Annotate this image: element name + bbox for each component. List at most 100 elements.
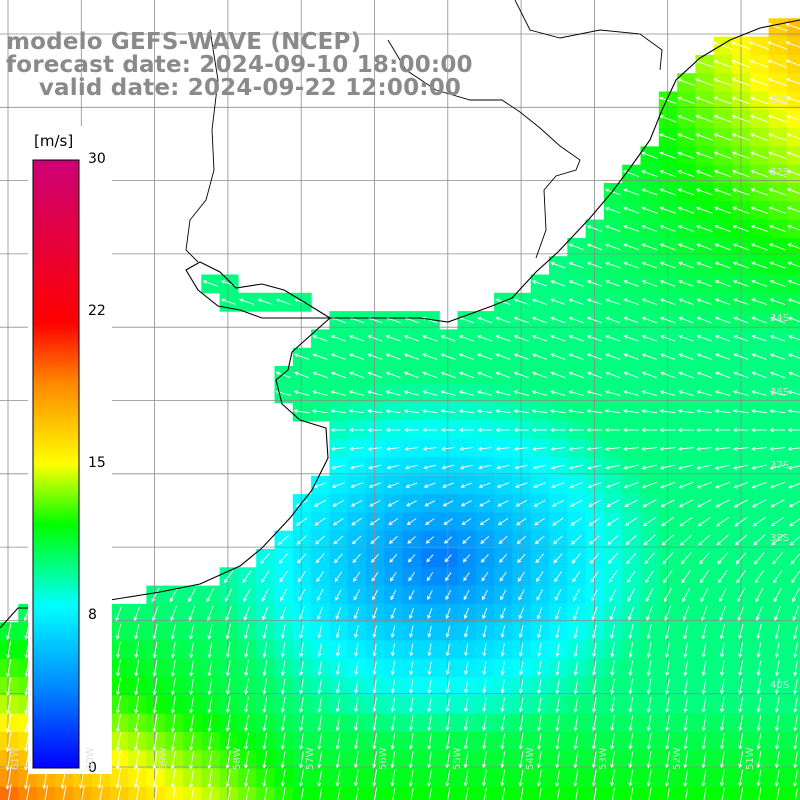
wind-arrow xyxy=(225,660,231,677)
wind-arrow xyxy=(646,769,652,787)
wind-arrow xyxy=(368,482,381,489)
wind-arrow xyxy=(461,518,472,526)
wind-arrow xyxy=(713,114,732,123)
wind-arrow xyxy=(244,732,249,751)
wind-arrow xyxy=(481,751,487,769)
wind-arrow xyxy=(696,353,712,360)
wind-arrow xyxy=(206,587,215,603)
wind-arrow xyxy=(732,206,750,214)
wind-arrow xyxy=(713,133,732,141)
wind-arrow xyxy=(385,390,401,396)
wind-arrow xyxy=(298,606,305,621)
wind-arrow xyxy=(462,554,471,563)
wind-arrow xyxy=(478,482,491,488)
wind-arrow xyxy=(750,151,769,160)
wind-arrow xyxy=(623,464,639,470)
wind-arrow xyxy=(774,715,780,732)
wind-arrow xyxy=(641,151,658,159)
wind-arrow xyxy=(677,169,695,178)
wind-arrow xyxy=(641,464,658,470)
wind-arrow xyxy=(793,642,798,658)
wind-arrow xyxy=(117,785,122,800)
wind-arrow xyxy=(623,335,639,342)
wind-arrow xyxy=(500,643,505,657)
wind-arrow xyxy=(714,298,731,306)
wind-arrow xyxy=(445,769,451,787)
wind-arrow xyxy=(696,390,712,396)
wind-arrow xyxy=(535,553,545,564)
wind-arrow xyxy=(372,661,377,676)
wind-arrow xyxy=(189,678,194,696)
wind-arrow xyxy=(682,605,690,621)
wind-arrow xyxy=(714,261,731,269)
wind-arrow xyxy=(243,750,249,769)
wind-arrow xyxy=(659,133,677,141)
wind-arrow xyxy=(152,623,158,640)
wind-arrow xyxy=(458,335,474,342)
wind-arrow xyxy=(5,766,12,790)
wind-arrow xyxy=(552,517,564,526)
wind-arrow xyxy=(299,715,304,732)
wind-arrow xyxy=(152,678,158,696)
wind-arrow xyxy=(751,390,767,396)
wind-arrow xyxy=(99,785,103,800)
wind-arrow xyxy=(550,371,566,379)
coastline xyxy=(0,0,800,629)
wind-arrow xyxy=(732,409,749,414)
wind-arrow xyxy=(785,77,800,85)
wind-arrow xyxy=(701,697,707,713)
wind-arrow xyxy=(696,409,713,414)
wind-arrow xyxy=(568,390,584,396)
wind-arrow xyxy=(698,534,711,546)
wind-arrow xyxy=(170,641,176,659)
wind-arrow xyxy=(518,769,524,787)
wind-arrow xyxy=(518,697,524,713)
wind-arrow xyxy=(701,678,707,695)
wind-arrow xyxy=(767,41,788,50)
wind-arrow xyxy=(731,96,751,105)
colorbar-tick-label: 30 xyxy=(88,151,106,167)
wind-arrow xyxy=(787,279,800,286)
wind-arrow xyxy=(732,261,749,269)
wind-arrow xyxy=(551,499,565,507)
wind-arrow xyxy=(500,625,506,639)
wind-arrow xyxy=(609,588,617,602)
wind-arrow xyxy=(788,500,800,508)
wind-arrow xyxy=(225,714,231,732)
wind-arrow xyxy=(445,733,451,750)
wind-arrow xyxy=(683,642,689,658)
wind-arrow xyxy=(483,787,487,800)
wind-arrow xyxy=(335,697,341,713)
wind-arrow xyxy=(368,464,382,470)
wind-arrow xyxy=(372,715,377,732)
wind-arrow xyxy=(513,316,529,324)
wind-arrow xyxy=(188,605,196,622)
wind-arrow xyxy=(549,409,566,414)
wind-arrow xyxy=(625,534,637,546)
wind-arrow xyxy=(646,660,652,677)
wind-arrow xyxy=(623,206,639,214)
wind-arrow xyxy=(695,78,714,86)
wind-arrow xyxy=(403,371,419,379)
wind-arrow xyxy=(115,695,121,715)
wind-arrow xyxy=(152,750,158,770)
wind-arrow xyxy=(518,715,524,732)
wind-arrow xyxy=(115,731,122,752)
wind-arrow xyxy=(591,642,597,658)
wind-arrow xyxy=(427,679,432,694)
wind-arrow xyxy=(349,464,364,470)
wind-arrow xyxy=(646,678,652,695)
wind-arrow xyxy=(586,316,602,324)
wind-arrow xyxy=(500,679,505,694)
wind-arrow xyxy=(405,482,418,488)
wind-arrow xyxy=(751,499,767,508)
wind-arrow xyxy=(697,499,712,508)
wind-arrow xyxy=(495,390,511,396)
wind-arrow xyxy=(385,409,401,414)
wind-arrow xyxy=(660,335,676,342)
wind-arrow xyxy=(517,571,526,582)
wind-arrow xyxy=(609,606,616,621)
wind-arrow xyxy=(280,606,287,621)
wind-arrow xyxy=(313,499,327,507)
wind-arrow xyxy=(552,535,563,545)
